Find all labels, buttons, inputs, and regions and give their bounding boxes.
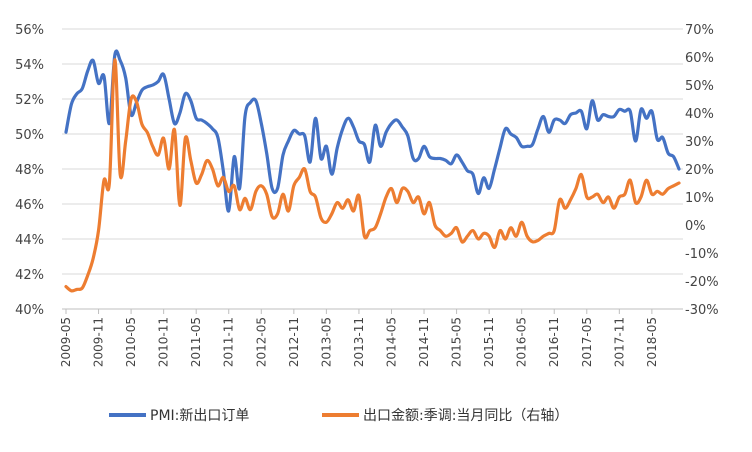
- right-tick-label: 70%: [685, 23, 714, 38]
- right-tick-label: 20%: [685, 163, 714, 178]
- left-tick-label: 54%: [15, 58, 44, 73]
- x-tick-label: 2016-05: [515, 317, 529, 367]
- left-tick-label: 56%: [15, 23, 44, 38]
- x-tick-label: 2017-05: [580, 317, 594, 367]
- x-axis-ticks: 2009-05 2009-11 2010-05 2010-11 2011-05 2011-…: [59, 309, 659, 367]
- right-axis-ticks: -30% -20% -10% 0% 10% 20% 30% 40% 50% 60% 70%: [685, 23, 719, 318]
- left-tick-label: 42%: [15, 268, 44, 283]
- x-tick-label: 2010-11: [157, 317, 171, 367]
- x-tick-label: 2013-05: [319, 317, 333, 367]
- x-tick-label: 2009-11: [92, 317, 106, 367]
- x-tick-label: 2010-05: [124, 317, 138, 367]
- right-tick-label: -30%: [685, 303, 719, 318]
- left-tick-label: 52%: [15, 93, 44, 108]
- legend-label-pmi: PMI:新出口订单: [150, 408, 249, 424]
- series-line-pmi: [64, 49, 681, 213]
- x-tick-label: 2014-05: [384, 317, 398, 367]
- right-tick-label: 40%: [685, 107, 714, 122]
- x-tick-label: 2017-11: [612, 317, 626, 367]
- x-tick-label: 2013-11: [352, 317, 366, 367]
- legend-label-export: 出口金额:季调:当月同比（右轴）: [363, 408, 568, 424]
- right-tick-label: -20%: [685, 275, 719, 290]
- right-tick-label: 30%: [685, 135, 714, 150]
- x-tick-label: 2009-05: [59, 317, 73, 367]
- right-tick-label: 0%: [685, 219, 706, 234]
- legend: PMI:新出口订单 出口金额:季调:当月同比（右轴）: [109, 408, 568, 424]
- x-tick-label: 2011-11: [222, 317, 236, 367]
- x-tick-label: 2012-11: [287, 317, 301, 367]
- x-tick-label: 2015-05: [450, 317, 464, 367]
- x-tick-label: 2015-11: [482, 317, 496, 367]
- gridlines: [62, 28, 683, 310]
- series-lines: [64, 49, 681, 293]
- left-tick-label: 48%: [15, 163, 44, 178]
- right-tick-label: -10%: [685, 247, 719, 262]
- right-tick-label: 10%: [685, 191, 714, 206]
- left-tick-label: 40%: [15, 303, 44, 318]
- left-tick-label: 46%: [15, 198, 44, 213]
- left-tick-label: 50%: [15, 128, 44, 143]
- x-tick-label: 2014-11: [417, 317, 431, 367]
- left-axis-ticks: 40% 42% 44% 46% 48% 50% 52% 54% 56%: [15, 23, 44, 318]
- left-tick-label: 44%: [15, 233, 44, 248]
- x-tick-label: 2018-05: [645, 317, 659, 367]
- right-tick-label: 60%: [685, 51, 714, 66]
- series-line-export: [64, 58, 681, 293]
- x-tick-label: 2012-05: [254, 317, 268, 367]
- x-tick-label: 2016-11: [547, 317, 561, 367]
- right-tick-label: 50%: [685, 79, 714, 94]
- x-tick-label: 2011-05: [189, 317, 203, 367]
